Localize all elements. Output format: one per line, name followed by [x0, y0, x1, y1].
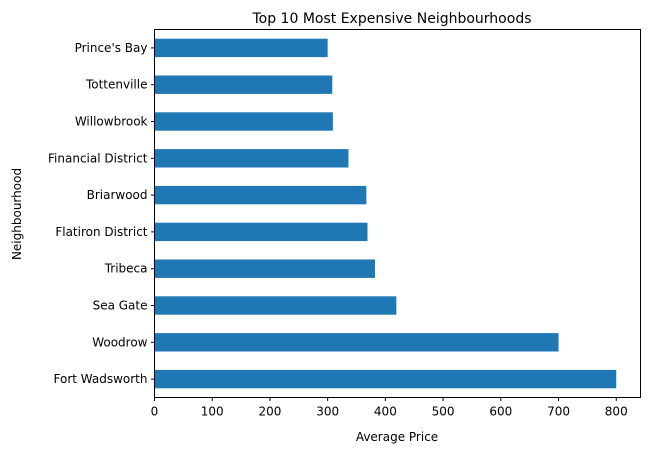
x-tick-label: 200 — [258, 405, 281, 419]
y-tick-label: Tottenville — [85, 78, 148, 92]
x-tick-label: 500 — [432, 405, 455, 419]
y-tick-label: Briarwood — [87, 188, 148, 202]
y-tick-label: Sea Gate — [93, 299, 148, 313]
x-tick-label: 100 — [201, 405, 224, 419]
y-axis-label: Neighbourhood — [10, 168, 24, 260]
plot-frame — [154, 29, 641, 398]
bar — [154, 369, 617, 389]
bar — [154, 222, 368, 242]
x-tick-label: 800 — [605, 405, 628, 419]
y-tick-label: Financial District — [48, 151, 148, 165]
x-axis-ticks: 0 100 200 300 400 500 600 700 800 — [151, 397, 628, 419]
bars-group — [154, 38, 617, 389]
bar — [154, 112, 333, 131]
y-tick-label: Tribeca — [104, 262, 148, 276]
y-tick-label: Fort Wadsworth — [54, 372, 148, 386]
y-axis-ticks: Prince's Bay Tottenville Willowbrook Financ… — [48, 41, 155, 386]
bar — [154, 296, 397, 315]
bar — [154, 38, 328, 58]
y-tick-label: Prince's Bay — [75, 41, 148, 55]
x-tick-label: 0 — [151, 405, 159, 419]
bar — [154, 333, 559, 352]
y-tick-label: Flatiron District — [55, 225, 147, 239]
x-tick-label: 300 — [316, 405, 339, 419]
bar — [154, 185, 367, 205]
y-tick-label: Willowbrook — [75, 115, 148, 129]
x-tick-label: 400 — [374, 405, 397, 419]
x-axis-label: Average Price — [356, 430, 438, 444]
chart-title: Top 10 Most Expensive Neighbourhoods — [251, 11, 531, 27]
x-tick-label: 700 — [547, 405, 570, 419]
x-tick-label: 600 — [489, 405, 512, 419]
y-tick-label: Woodrow — [92, 335, 147, 349]
bar — [154, 149, 349, 168]
bar — [154, 259, 375, 278]
bar — [154, 75, 333, 94]
